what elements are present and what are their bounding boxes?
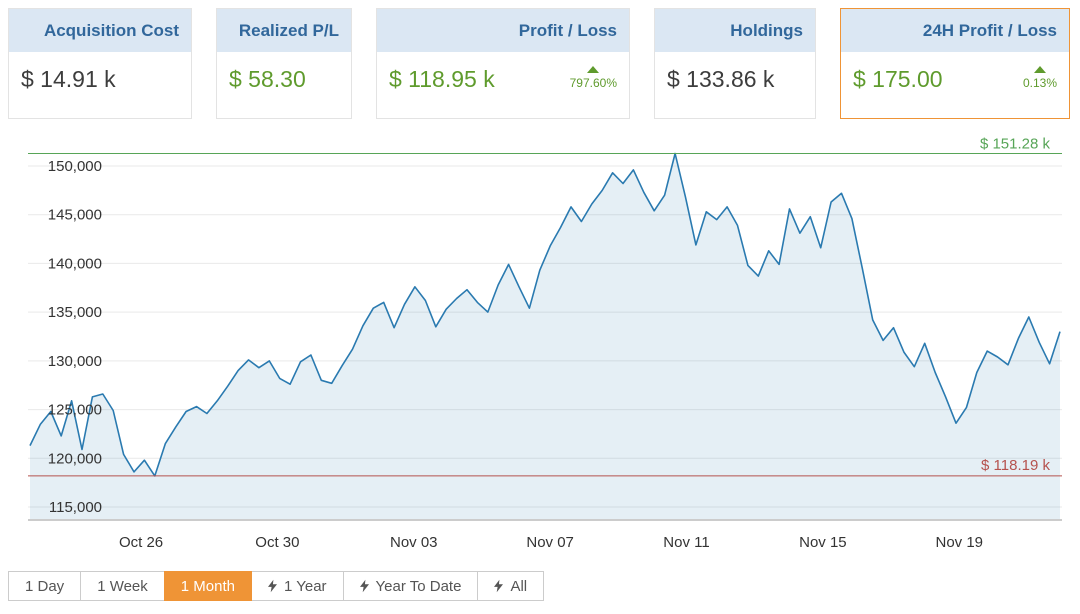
stat-card-profit-loss[interactable]: Profit / Loss $ 118.95 k 797.60% bbox=[376, 8, 630, 119]
y-axis-labels: 115,000 120,000 125,000 130,000 135,000 140,0… bbox=[48, 158, 102, 516]
stat-card-value: $ 58.30 bbox=[229, 66, 306, 92]
timeframe-1-year[interactable]: 1 Year bbox=[250, 571, 344, 601]
timeframe-buttons: 1 Day 1 Week 1 Month 1 Year Year To Date All bbox=[8, 571, 545, 601]
timeframe-label: All bbox=[510, 577, 528, 595]
y-tick-label: 125,000 bbox=[48, 402, 102, 419]
change-indicator: 0.13% bbox=[1023, 66, 1057, 90]
timeframe-label: 1 Month bbox=[180, 577, 235, 595]
stat-card-24h-profit-loss[interactable]: 24H Profit / Loss $ 175.00 0.13% bbox=[840, 8, 1070, 119]
arrow-up-icon bbox=[587, 66, 600, 73]
x-tick-label: Nov 03 bbox=[390, 534, 438, 551]
x-tick-label: Nov 15 bbox=[799, 534, 847, 551]
timeframe-1-month[interactable]: 1 Month bbox=[163, 571, 252, 601]
x-tick-label: Oct 26 bbox=[119, 534, 163, 551]
stat-card-title: Realized P/L bbox=[217, 9, 351, 52]
y-tick-label: 135,000 bbox=[48, 304, 102, 321]
timeframe-1-day[interactable]: 1 Day bbox=[8, 571, 82, 601]
series-area bbox=[30, 153, 1060, 519]
y-tick-label: 130,000 bbox=[48, 353, 102, 370]
timeframe-year-to-date[interactable]: Year To Date bbox=[342, 571, 479, 601]
stat-card-body: $ 133.86 k bbox=[655, 52, 815, 93]
timeframe-label: 1 Week bbox=[97, 577, 148, 595]
stat-card-body: $ 58.30 bbox=[217, 52, 351, 93]
change-percent: 797.60% bbox=[569, 76, 617, 90]
timeframe-label: 1 Year bbox=[283, 577, 327, 595]
arrow-up-icon bbox=[1033, 66, 1046, 73]
timeframe-label: Year To Date bbox=[375, 577, 462, 595]
stat-card-holdings[interactable]: Holdings $ 133.86 k bbox=[654, 8, 816, 119]
stat-cards: Acquisition Cost $ 14.91 k Realized P/L $ 5… bbox=[8, 8, 1070, 119]
stat-card-value: $ 133.86 k bbox=[667, 66, 775, 92]
y-tick-label: 145,000 bbox=[48, 207, 102, 224]
min-value-label: $ 118.19 k bbox=[981, 457, 1050, 474]
stat-card-title: Holdings bbox=[655, 9, 815, 52]
timeframe-1-week[interactable]: 1 Week bbox=[80, 571, 165, 601]
timeframe-label: 1 Day bbox=[25, 577, 65, 595]
y-tick-label: 115,000 bbox=[49, 499, 102, 516]
y-tick-label: 140,000 bbox=[48, 255, 102, 272]
series-line bbox=[29, 152, 1061, 477]
stat-card-body: $ 175.00 0.13% bbox=[841, 52, 1069, 93]
x-tick-label: Nov 11 bbox=[663, 534, 709, 551]
x-tick-label: Nov 07 bbox=[526, 534, 574, 551]
stat-card-title: Profit / Loss bbox=[377, 9, 629, 52]
stat-card-body: $ 14.91 k bbox=[9, 52, 191, 93]
y-tick-label: 120,000 bbox=[48, 450, 102, 467]
portfolio-chart[interactable]: $ 151.28 k $ 118.19 k 115,000 120,000 125,00… bbox=[0, 133, 1080, 561]
stat-card-title: Acquisition Cost bbox=[9, 9, 191, 52]
stat-card-body: $ 118.95 k 797.60% bbox=[377, 52, 629, 93]
timeframe-all[interactable]: All bbox=[477, 571, 545, 601]
bolt-icon bbox=[267, 579, 277, 593]
bolt-icon bbox=[359, 579, 369, 593]
stat-card-acquisition-cost[interactable]: Acquisition Cost $ 14.91 k bbox=[8, 8, 192, 119]
stat-card-realized-p-l[interactable]: Realized P/L $ 58.30 bbox=[216, 8, 352, 119]
y-tick-label: 150,000 bbox=[48, 158, 102, 175]
x-axis-labels: Oct 26 Oct 30 Nov 03 Nov 07 Nov 11 Nov 15 Nov … bbox=[119, 534, 983, 551]
stat-card-value: $ 14.91 k bbox=[21, 66, 116, 92]
stat-card-value: $ 118.95 k bbox=[389, 66, 495, 92]
change-indicator: 797.60% bbox=[570, 66, 617, 90]
portfolio-chart-svg[interactable]: $ 151.28 k $ 118.19 k 115,000 120,000 125,00… bbox=[0, 133, 1080, 561]
stat-card-title: 24H Profit / Loss bbox=[841, 9, 1069, 52]
stat-card-value: $ 175.00 bbox=[853, 66, 943, 92]
x-tick-label: Oct 30 bbox=[255, 534, 299, 551]
x-tick-label: Nov 19 bbox=[936, 534, 984, 551]
change-percent: 0.13% bbox=[1022, 76, 1057, 90]
max-value-label: $ 151.28 k bbox=[980, 136, 1051, 153]
bolt-icon bbox=[494, 579, 504, 593]
